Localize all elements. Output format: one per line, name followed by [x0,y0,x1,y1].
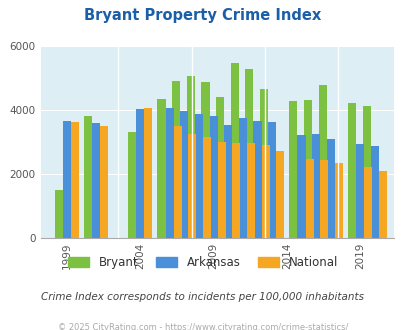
Bar [100,126,108,238]
Bar [320,160,327,238]
Bar [173,126,181,238]
Bar [326,139,334,238]
Bar [303,100,311,238]
Bar [144,108,152,238]
Bar [92,123,100,238]
Bar [209,116,217,238]
Bar [238,118,246,238]
Bar [186,76,194,238]
Bar [362,106,370,238]
Bar [202,137,211,238]
Bar [289,101,297,238]
Bar [215,97,224,238]
Bar [128,132,136,238]
Bar [363,167,371,238]
Bar [370,146,378,238]
Bar [230,63,238,238]
Bar [261,146,269,238]
Bar [188,134,196,238]
Bar [246,144,254,238]
Legend: Bryant, Arkansas, National: Bryant, Arkansas, National [63,251,342,274]
Bar [136,109,144,238]
Bar [157,99,165,238]
Bar [311,134,320,238]
Bar [180,111,188,238]
Bar [334,163,342,238]
Bar [275,151,284,238]
Bar [201,82,209,238]
Bar [232,143,240,238]
Bar [165,108,173,238]
Bar [217,142,225,238]
Bar [260,89,267,238]
Bar [253,121,261,238]
Bar [63,121,71,238]
Bar [71,122,79,238]
Bar [224,125,232,238]
Bar [355,144,363,238]
Bar [84,116,92,238]
Bar [55,190,63,238]
Bar [172,81,180,238]
Bar [267,122,275,238]
Bar [194,114,202,238]
Bar [245,69,253,238]
Bar [305,159,313,238]
Text: © 2025 CityRating.com - https://www.cityrating.com/crime-statistics/: © 2025 CityRating.com - https://www.city… [58,323,347,330]
Bar [318,85,326,238]
Bar [378,171,386,238]
Bar [347,103,355,238]
Text: Bryant Property Crime Index: Bryant Property Crime Index [84,8,321,23]
Bar [297,135,305,238]
Text: Crime Index corresponds to incidents per 100,000 inhabitants: Crime Index corresponds to incidents per… [41,292,364,302]
